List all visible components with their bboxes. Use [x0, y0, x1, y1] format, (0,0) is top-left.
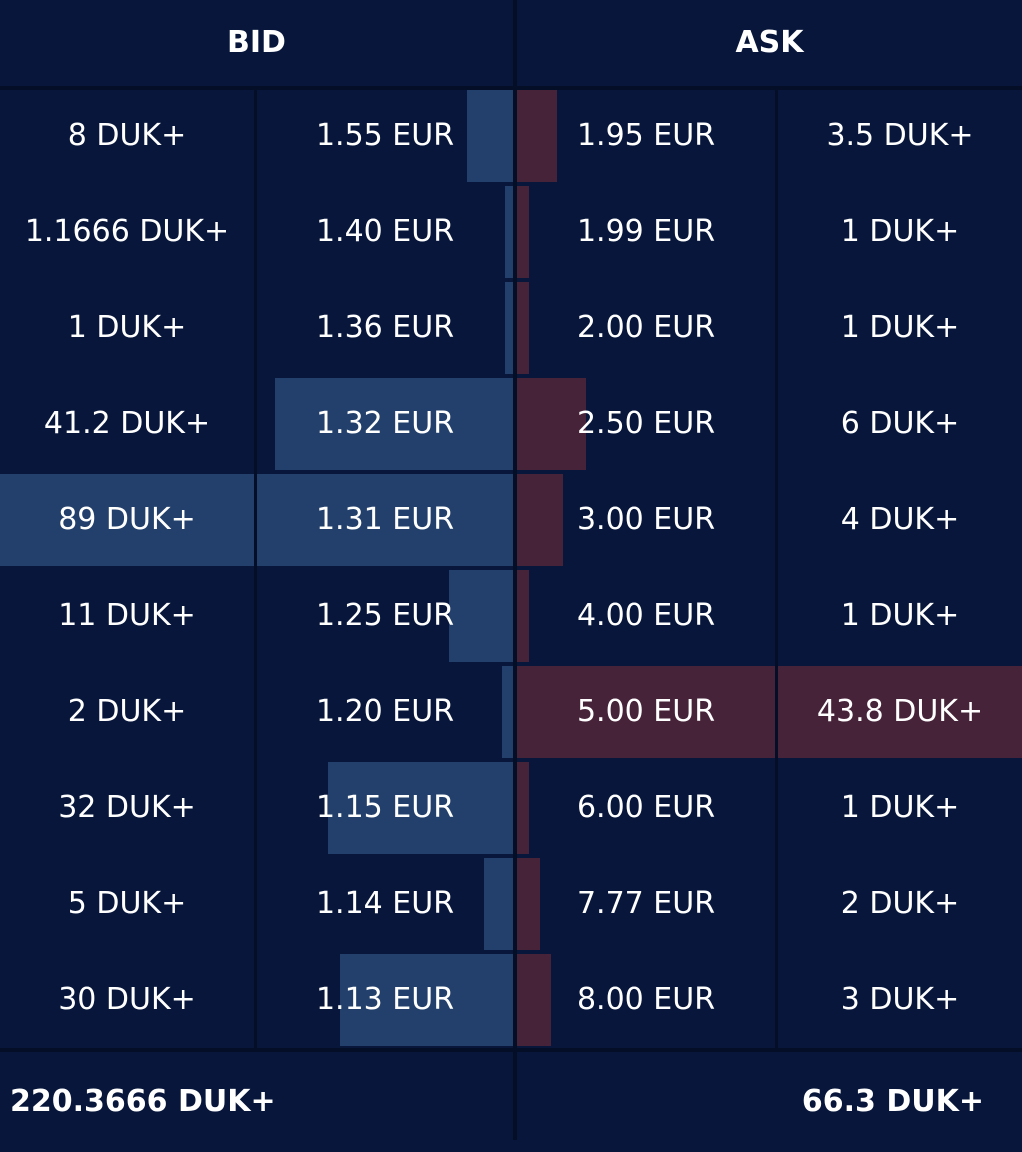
- ask-quantity: 1 DUK+: [840, 598, 960, 633]
- ask-price: 2.50 EUR: [576, 406, 716, 441]
- ask-column-divider: [775, 90, 778, 1048]
- order-row[interactable]: 30 DUK+ 1.13 EUR 8.00 EUR 3 DUK+: [0, 954, 1022, 1046]
- bid-depth-bar: [449, 570, 513, 662]
- order-book-footer: 220.3666 DUK+ 66.3 DUK+: [0, 1048, 1022, 1140]
- order-row[interactable]: 32 DUK+ 1.15 EUR 6.00 EUR 1 DUK+: [0, 762, 1022, 854]
- bid-depth-bar: [275, 378, 513, 470]
- order-book-rows: 8 DUK+ 1.55 EUR 1.95 EUR 3.5 DUK+ 1.1666 DUK…: [0, 90, 1022, 1048]
- ask-price: 8.00 EUR: [576, 982, 716, 1017]
- ask-quantity: 3.5 DUK+: [826, 118, 974, 153]
- bid-quantity: 11 DUK+: [58, 598, 196, 633]
- bid-price: 1.55 EUR: [315, 118, 455, 153]
- ask-quantity: 1 DUK+: [840, 214, 960, 249]
- ask-price: 4.00 EUR: [576, 598, 716, 633]
- bid-price: 1.25 EUR: [315, 598, 455, 633]
- bid-depth-bar: [467, 90, 513, 182]
- ask-depth-bar: [517, 90, 557, 182]
- ask-quantity: 43.8 DUK+: [816, 694, 984, 729]
- ask-price: 1.95 EUR: [576, 118, 716, 153]
- bid-price: 1.20 EUR: [315, 694, 455, 729]
- ask-depth-bar: [517, 666, 1022, 758]
- ask-quantity: 2 DUK+: [840, 886, 960, 921]
- bid-price: 1.13 EUR: [315, 982, 455, 1017]
- bid-depth-bar: [484, 858, 513, 950]
- order-row[interactable]: 41.2 DUK+ 1.32 EUR 2.50 EUR 6 DUK+: [0, 378, 1022, 470]
- bid-depth-bar: [505, 186, 513, 278]
- bid-quantity: 89 DUK+: [58, 502, 196, 537]
- bid-price: 1.40 EUR: [315, 214, 455, 249]
- ask-price: 3.00 EUR: [576, 502, 716, 537]
- ask-depth-bar: [517, 474, 563, 566]
- ask-quantity: 3 DUK+: [840, 982, 960, 1017]
- bid-quantity: 32 DUK+: [58, 790, 196, 825]
- ask-depth-bar: [517, 378, 586, 470]
- ask-quantity: 1 DUK+: [840, 790, 960, 825]
- bid-price: 1.14 EUR: [315, 886, 455, 921]
- bid-depth-bar: [502, 666, 513, 758]
- ask-column-header: ASK: [735, 25, 804, 60]
- order-row[interactable]: 11 DUK+ 1.25 EUR 4.00 EUR 1 DUK+: [0, 570, 1022, 662]
- bid-depth-bar: [340, 954, 513, 1046]
- ask-depth-bar: [517, 570, 529, 662]
- bid-column-header: BID: [227, 25, 286, 60]
- ask-quantity: 1 DUK+: [840, 310, 960, 345]
- ask-price: 5.00 EUR: [576, 694, 716, 729]
- bid-quantity: 5 DUK+: [67, 886, 187, 921]
- ask-price: 1.99 EUR: [576, 214, 716, 249]
- ask-depth-bar: [517, 762, 529, 854]
- ask-quantity: 4 DUK+: [840, 502, 960, 537]
- order-row[interactable]: 5 DUK+ 1.14 EUR 7.77 EUR 2 DUK+: [0, 858, 1022, 950]
- bid-price: 1.15 EUR: [315, 790, 455, 825]
- bid-price: 1.32 EUR: [315, 406, 455, 441]
- ask-price: 2.00 EUR: [576, 310, 716, 345]
- bid-depth-bar: [328, 762, 513, 854]
- bid-quantity: 1 DUK+: [67, 310, 187, 345]
- bid-price: 1.31 EUR: [315, 502, 455, 537]
- bid-quantity: 1.1666 DUK+: [24, 214, 230, 249]
- ask-depth-bar: [517, 186, 529, 278]
- bid-quantity: 41.2 DUK+: [43, 406, 211, 441]
- bid-price: 1.36 EUR: [315, 310, 455, 345]
- bid-depth-bar: [505, 282, 513, 374]
- ask-price: 7.77 EUR: [576, 886, 716, 921]
- order-row[interactable]: 1 DUK+ 1.36 EUR 2.00 EUR 1 DUK+: [0, 282, 1022, 374]
- bid-quantity: 2 DUK+: [67, 694, 187, 729]
- order-row[interactable]: 89 DUK+ 1.31 EUR 3.00 EUR 4 DUK+: [0, 474, 1022, 566]
- bid-total: 220.3666 DUK+: [10, 1084, 276, 1119]
- order-row[interactable]: 1.1666 DUK+ 1.40 EUR 1.99 EUR 1 DUK+: [0, 186, 1022, 278]
- bid-column-divider: [254, 90, 257, 1048]
- order-row[interactable]: 8 DUK+ 1.55 EUR 1.95 EUR 3.5 DUK+: [0, 90, 1022, 182]
- order-book-header: BID ASK: [0, 0, 1022, 90]
- order-row[interactable]: 2 DUK+ 1.20 EUR 5.00 EUR 43.8 DUK+: [0, 666, 1022, 758]
- ask-total: 66.3 DUK+: [801, 1084, 984, 1119]
- ask-depth-bar: [517, 282, 529, 374]
- bid-ask-divider: [513, 0, 517, 1140]
- ask-depth-bar: [517, 858, 540, 950]
- ask-depth-bar: [517, 954, 551, 1046]
- bid-quantity: 30 DUK+: [58, 982, 196, 1017]
- ask-quantity: 6 DUK+: [840, 406, 960, 441]
- bid-quantity: 8 DUK+: [67, 118, 187, 153]
- ask-price: 6.00 EUR: [576, 790, 716, 825]
